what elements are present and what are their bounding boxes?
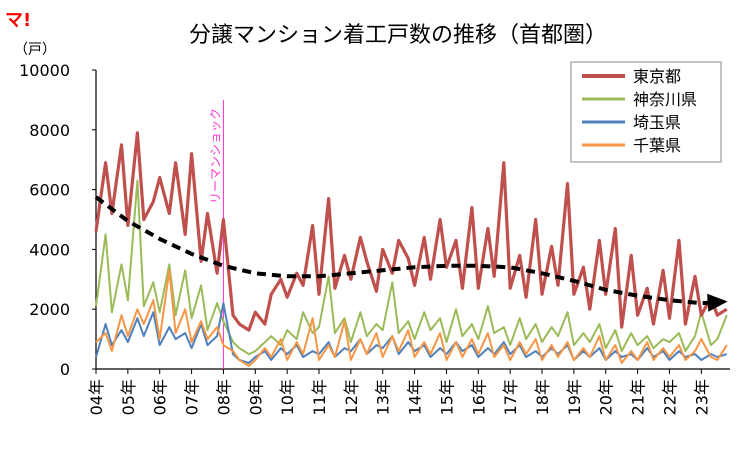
x-tick-label: 16年 (469, 379, 488, 415)
y-tick-label: 10000 (19, 61, 70, 80)
chart-title: 分譲マンション着工戸数の推移（首都圏） (189, 23, 607, 48)
legend-label: 埼玉県 (633, 113, 681, 132)
series-line-1 (95, 179, 728, 356)
x-tick-label: 13年 (374, 379, 393, 415)
x-tick-label: 06年 (151, 379, 170, 415)
x-tick-label: 15年 (437, 379, 456, 415)
x-tick-label: 17年 (501, 379, 520, 415)
lehman-shock-label: リーマンショック (208, 108, 222, 204)
y-tick-label: 8000 (29, 121, 70, 140)
legend-label: 千葉県 (633, 136, 681, 155)
x-tick-label: 05年 (119, 379, 138, 415)
x-tick-label: 21年 (629, 379, 648, 415)
x-tick-label: 07年 (183, 379, 202, 415)
y-tick-label: 4000 (29, 240, 70, 259)
trend-arrowhead (707, 293, 728, 312)
y-tick-label: 0 (60, 360, 70, 379)
x-tick-label: 23年 (692, 379, 711, 415)
legend-label: 東京都 (633, 67, 681, 86)
x-tick-label: 09年 (246, 379, 265, 415)
x-tick-label: 11年 (310, 379, 329, 415)
y-axis-unit: （戸） (14, 42, 56, 58)
x-tick-label: 08年 (214, 379, 233, 415)
x-tick-label: 12年 (342, 379, 361, 415)
series-line-0 (94, 131, 728, 332)
x-tick-label: 19年 (565, 379, 584, 415)
logo-mark: マ! (5, 10, 31, 31)
trend-line (94, 195, 724, 306)
y-tick-label: 2000 (29, 300, 70, 319)
x-tick-label: 22年 (660, 379, 679, 415)
series-line-3 (95, 269, 728, 367)
series-lines (94, 131, 728, 367)
y-tick-label: 6000 (29, 181, 70, 200)
x-tick-label: 10年 (278, 379, 297, 415)
x-tick-label: 20年 (597, 379, 616, 415)
x-tick-label: 14年 (406, 379, 425, 415)
x-tick-label: 18年 (533, 379, 552, 415)
legend-label: 神奈川県 (633, 90, 697, 109)
x-tick-label: 04年 (87, 379, 106, 415)
axis-ticks: 0 2000 4000 6000 8000 10000 04年 05年 06年 07年 08年 09年… (19, 61, 711, 415)
